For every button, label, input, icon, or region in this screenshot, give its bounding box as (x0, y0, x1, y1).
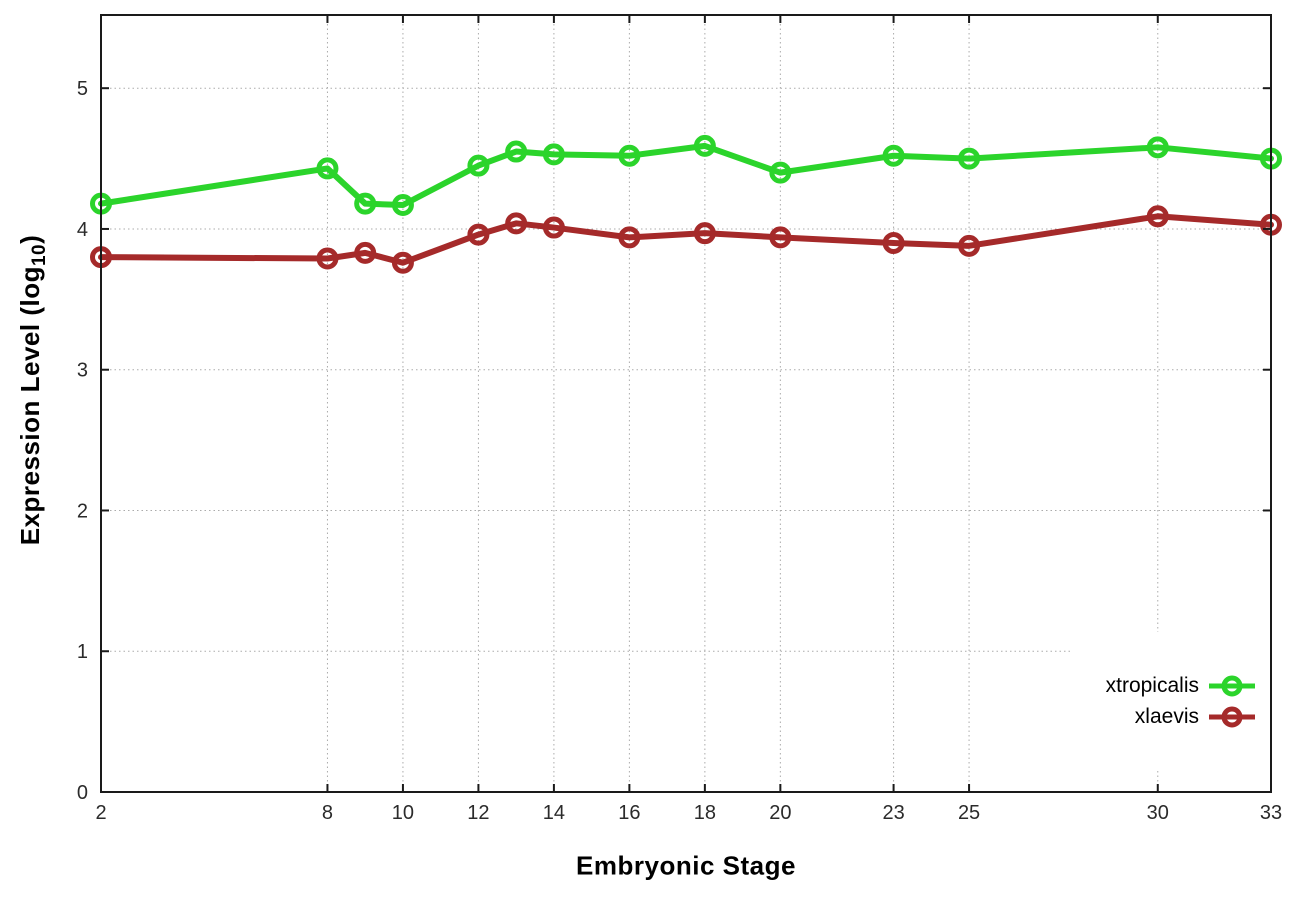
marker-xlaevis (882, 232, 905, 255)
marker-xtropicalis (693, 134, 716, 157)
marker-xlaevis (316, 247, 339, 270)
legend-sample-xlaevis (1209, 706, 1255, 727)
y-tick-label: 1 (77, 641, 88, 663)
y-tick-label: 0 (77, 782, 88, 804)
x-tick-label: 30 (1147, 802, 1169, 824)
legend-label-xtropicalis: xtropicalis (1105, 673, 1199, 697)
y-axis-title-subscript: 10 (29, 243, 50, 267)
x-tick-label: 23 (882, 802, 904, 824)
marker-xtropicalis (1146, 136, 1169, 159)
x-tick-label: 10 (392, 802, 414, 824)
x-tick-label: 18 (694, 802, 716, 824)
x-tick-label: 33 (1260, 802, 1282, 824)
series-line-xlaevis (98, 213, 1274, 266)
y-tick-label: 5 (77, 78, 88, 100)
marker-xtropicalis (542, 143, 565, 166)
y-axis-title: Expression Level (log10) (15, 235, 51, 546)
series-line-xtropicalis (98, 142, 1274, 209)
marker-xlaevis (391, 251, 414, 274)
marker-xtropicalis (316, 157, 339, 180)
marker-xtropicalis (391, 194, 414, 217)
legend-sample-marker (1221, 675, 1243, 696)
y-tick-label: 4 (77, 219, 88, 241)
marker-xlaevis (354, 241, 377, 264)
legend: xtropicalis xlaevis (1073, 632, 1270, 770)
legend-sample-marker (1221, 706, 1243, 727)
legend-label-xlaevis: xlaevis (1134, 704, 1199, 728)
marker-xlaevis (618, 226, 641, 249)
y-axis-title-close: ) (15, 234, 45, 244)
x-tick-label: 2 (95, 802, 106, 824)
legend-item-xlaevis: xlaevis (1135, 704, 1256, 730)
plot-border (100, 14, 1272, 793)
marker-xtropicalis (958, 147, 981, 170)
marker-xlaevis (467, 223, 490, 246)
marker-xlaevis (1146, 205, 1169, 228)
y-axis-title-text: Expression Level (log (15, 266, 45, 546)
marker-xlaevis (542, 216, 565, 239)
marker-xtropicalis (618, 144, 641, 167)
marker-xlaevis (693, 222, 716, 245)
marker-xtropicalis (882, 144, 905, 167)
marker-xlaevis (958, 234, 981, 257)
x-tick-label: 12 (467, 802, 489, 824)
x-tick-label: 20 (769, 802, 791, 824)
marker-xlaevis (505, 212, 528, 235)
legend-item-xtropicalis: xtropicalis (1106, 673, 1256, 699)
marker-xtropicalis (467, 154, 490, 177)
marker-xtropicalis (769, 161, 792, 184)
marker-xtropicalis (354, 192, 377, 215)
x-axis-title: Embryonic Stage (576, 850, 796, 881)
x-tick-label: 25 (958, 802, 980, 824)
y-tick-label: 3 (77, 360, 88, 382)
marker-xlaevis (769, 226, 792, 249)
marker-xtropicalis (505, 140, 528, 163)
x-tick-label: 8 (322, 802, 333, 824)
legend-sample-xtropicalis (1209, 675, 1255, 696)
x-tick-label: 16 (618, 802, 640, 824)
y-tick-label: 2 (77, 500, 88, 522)
x-tick-label: 14 (543, 802, 565, 824)
